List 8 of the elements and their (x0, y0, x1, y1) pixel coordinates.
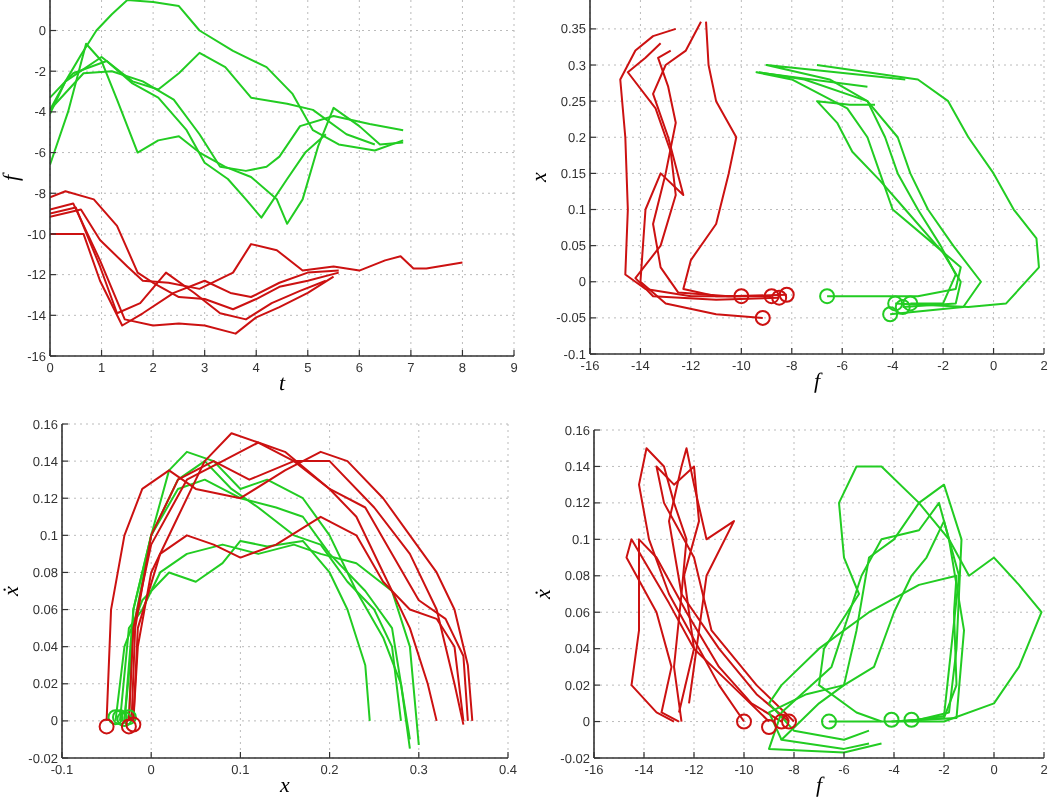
x-axis-title: x (278, 774, 291, 798)
x-axis-title: t (278, 372, 287, 396)
y-axis-title: f (0, 171, 24, 182)
y-axis-title: ẋ (532, 588, 556, 601)
x-axis-title: f (815, 774, 826, 798)
y-axis-title: ẋ (0, 585, 24, 598)
y-axis-title: x (528, 171, 552, 184)
x-axis-title: f (813, 370, 824, 394)
